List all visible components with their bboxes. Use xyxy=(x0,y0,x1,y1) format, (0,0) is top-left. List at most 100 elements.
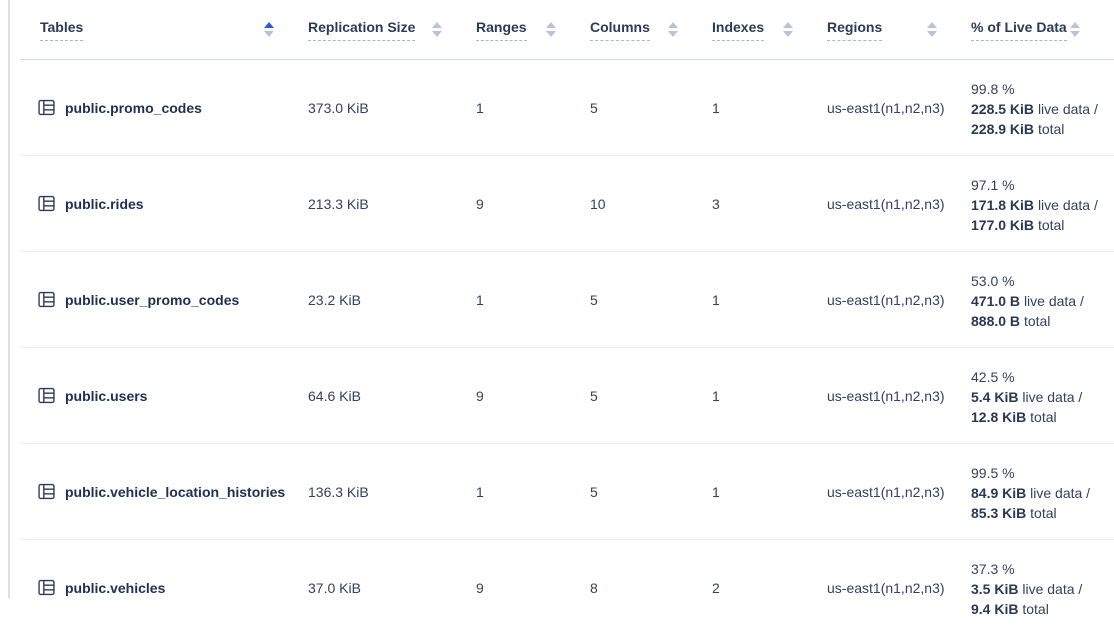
table-row[interactable]: public.users 64.6 KiB 9 5 1 us-east1(n1,… xyxy=(20,348,1114,444)
live-data-percent: 99.8 % xyxy=(971,80,1015,97)
sort-desc-icon xyxy=(546,31,556,37)
total-data-line: 9.4 KiB total xyxy=(971,599,1114,619)
total-label: total xyxy=(1030,504,1057,521)
sort-arrows-icon xyxy=(546,22,556,37)
column-header-label: Ranges xyxy=(476,19,527,41)
column-header[interactable]: Indexes xyxy=(712,19,827,41)
table-grid-icon xyxy=(38,483,55,500)
replication-size-value: 136.3 KiB xyxy=(308,483,369,500)
live-size-value: 171.8 KiB xyxy=(971,196,1035,213)
live-size-value: 84.9 KiB xyxy=(971,484,1027,501)
columns-value: 5 xyxy=(590,99,598,116)
table-grid-icon xyxy=(38,579,55,596)
sort-asc-icon xyxy=(432,22,442,28)
total-label: total xyxy=(1030,408,1057,425)
table-row[interactable]: public.vehicles 37.0 KiB 9 8 2 us-east1(… xyxy=(20,540,1114,626)
total-size-value: 12.8 KiB xyxy=(971,408,1027,425)
live-data-line: 471.0 B live data / xyxy=(971,291,1114,311)
total-label: total xyxy=(1022,600,1049,617)
regions-value: us-east1(n1,n2,n3) xyxy=(827,195,945,212)
column-header[interactable]: Replication Size xyxy=(308,19,476,41)
indexes-value: 1 xyxy=(712,99,720,116)
indexes-value: 3 xyxy=(712,195,720,212)
total-data-line: 228.9 KiB total xyxy=(971,119,1114,139)
indexes-value: 1 xyxy=(712,483,720,500)
sort-asc-icon xyxy=(264,22,274,28)
sort-arrows-icon xyxy=(927,22,937,37)
sort-desc-icon xyxy=(668,31,678,37)
table-name-cell: public.rides xyxy=(20,195,308,212)
sort-arrows-icon xyxy=(432,22,442,37)
indexes-value: 1 xyxy=(712,387,720,404)
table-row[interactable]: public.vehicle_location_histories 136.3 … xyxy=(20,444,1114,540)
total-label: total xyxy=(1023,312,1051,329)
sort-asc-icon xyxy=(783,22,793,28)
columns-value: 10 xyxy=(590,195,606,212)
column-header[interactable]: Ranges xyxy=(476,19,590,41)
sort-asc-icon xyxy=(668,22,678,28)
replication-size-value: 373.0 KiB xyxy=(308,99,369,116)
sort-arrows-icon xyxy=(668,22,678,37)
replication-size-value: 23.2 KiB xyxy=(308,291,361,308)
total-size-value: 228.9 KiB xyxy=(971,120,1035,137)
table-name-link[interactable]: public.vehicles xyxy=(65,579,166,596)
table-name-link[interactable]: public.rides xyxy=(65,195,144,212)
total-data-line: 888.0 B total xyxy=(971,311,1114,331)
sort-desc-icon xyxy=(264,31,274,37)
column-header[interactable]: % of Live Data xyxy=(971,19,1114,41)
total-label: total xyxy=(1037,216,1065,233)
columns-value: 8 xyxy=(590,579,598,596)
table-row[interactable]: public.user_promo_codes 23.2 KiB 1 5 1 u… xyxy=(20,252,1114,348)
live-size-value: 228.5 KiB xyxy=(971,100,1035,117)
table-row[interactable]: public.promo_codes 373.0 KiB 1 5 1 us-ea… xyxy=(20,60,1114,156)
column-header-label: Indexes xyxy=(712,19,765,41)
table-grid-icon xyxy=(38,195,55,212)
regions-value: us-east1(n1,n2,n3) xyxy=(827,387,945,404)
sort-asc-icon xyxy=(927,22,937,28)
columns-value: 5 xyxy=(590,387,598,404)
regions-value: us-east1(n1,n2,n3) xyxy=(827,483,945,500)
column-header-label: Columns xyxy=(590,19,650,41)
column-header[interactable]: Columns xyxy=(590,19,712,41)
column-header[interactable]: Regions xyxy=(827,19,971,41)
live-data-label: live data / xyxy=(1023,292,1084,309)
columns-value: 5 xyxy=(590,483,598,500)
total-label: total xyxy=(1037,120,1065,137)
ranges-value: 9 xyxy=(476,387,484,404)
live-data-cell: 99.8 % 228.5 KiB live data / 228.9 KiB t… xyxy=(971,77,1114,139)
table-grid-icon xyxy=(38,387,55,404)
regions-value: us-east1(n1,n2,n3) xyxy=(827,291,945,308)
ranges-value: 9 xyxy=(476,195,484,212)
live-data-label: live data / xyxy=(1030,484,1091,501)
live-data-line: 5.4 KiB live data / xyxy=(971,387,1114,407)
sort-desc-icon xyxy=(1070,31,1080,37)
table-header-row: Tables Replication Size Ranges xyxy=(20,0,1114,60)
total-data-line: 12.8 KiB total xyxy=(971,407,1114,427)
table-body: public.promo_codes 373.0 KiB 1 5 1 us-ea… xyxy=(20,60,1114,626)
live-size-value: 3.5 KiB xyxy=(971,580,1019,597)
column-header-label: % of Live Data xyxy=(971,19,1067,41)
live-data-cell: 37.3 % 3.5 KiB live data / 9.4 KiB total xyxy=(971,557,1114,619)
table-name-link[interactable]: public.vehicle_location_histories xyxy=(65,483,286,500)
live-data-line: 228.5 KiB live data / xyxy=(971,99,1114,119)
column-header-label: Regions xyxy=(827,19,883,41)
table-name-cell: public.promo_codes xyxy=(20,99,308,116)
table-row[interactable]: public.rides 213.3 KiB 9 10 3 us-east1(n… xyxy=(20,156,1114,252)
column-header[interactable]: Tables xyxy=(20,19,308,41)
left-panel-edge xyxy=(8,0,10,598)
live-data-label: live data / xyxy=(1022,388,1083,405)
live-data-percent: 37.3 % xyxy=(971,560,1015,577)
total-size-value: 9.4 KiB xyxy=(971,600,1019,617)
live-data-label: live data / xyxy=(1022,580,1083,597)
live-data-cell: 42.5 % 5.4 KiB live data / 12.8 KiB tota… xyxy=(971,365,1114,427)
table-name-cell: public.users xyxy=(20,387,308,404)
ranges-value: 1 xyxy=(476,99,484,116)
ranges-value: 1 xyxy=(476,291,484,308)
replication-size-value: 64.6 KiB xyxy=(308,387,361,404)
live-size-value: 5.4 KiB xyxy=(971,388,1019,405)
sort-asc-icon xyxy=(546,22,556,28)
table-name-link[interactable]: public.users xyxy=(65,387,148,404)
table-name-link[interactable]: public.promo_codes xyxy=(65,99,202,116)
table-name-link[interactable]: public.user_promo_codes xyxy=(65,291,240,308)
